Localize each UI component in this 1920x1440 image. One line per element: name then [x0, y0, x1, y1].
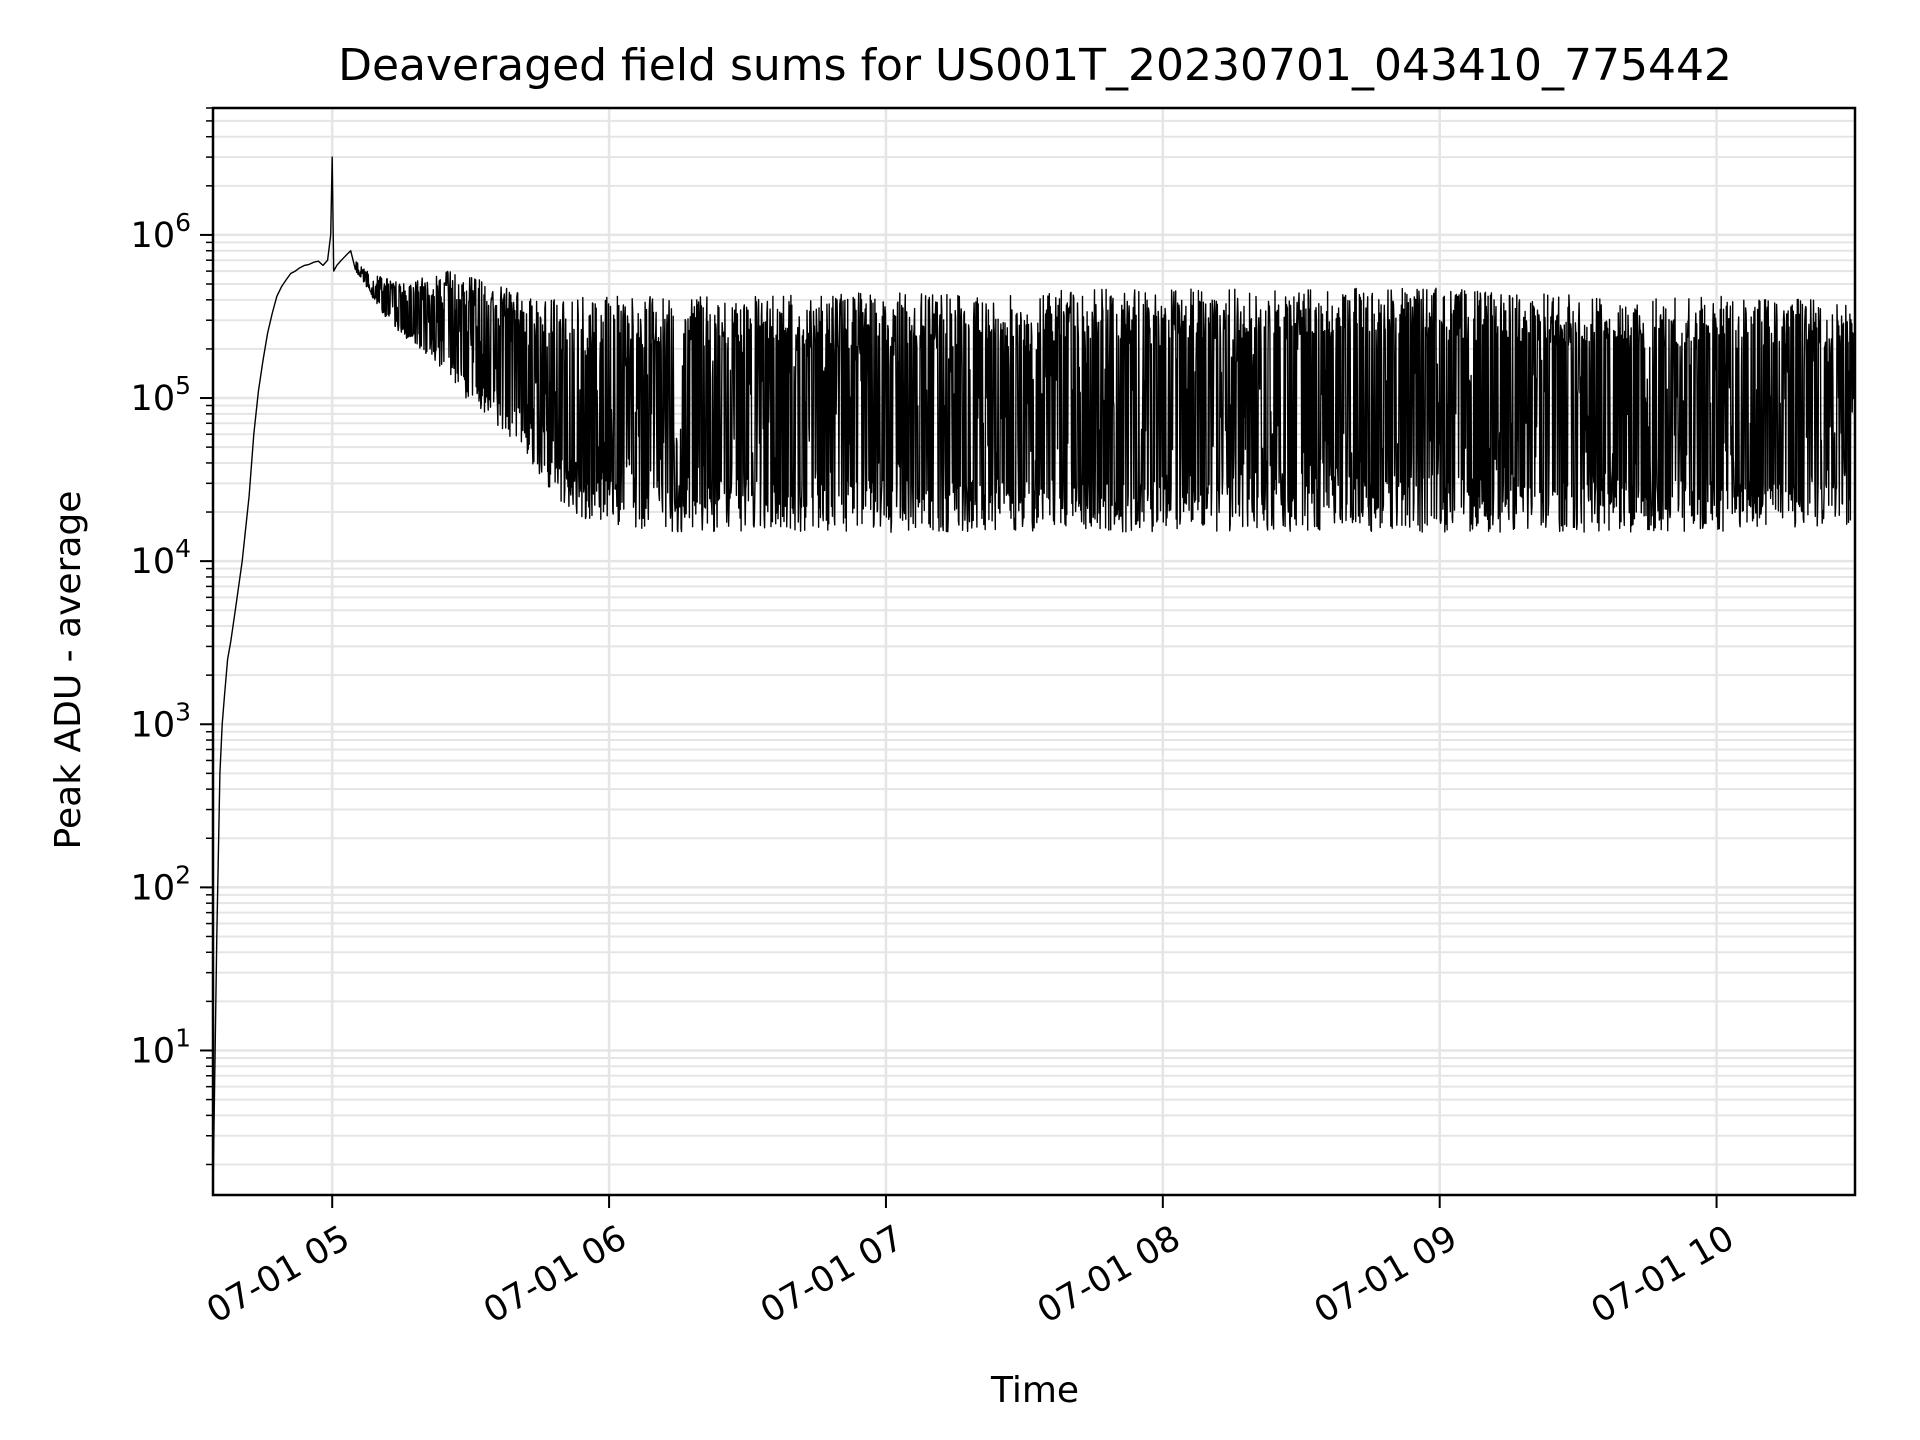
y-tick-label: 105 [131, 371, 191, 419]
x-axis-label: Time [990, 1370, 1079, 1411]
y-tick-label: 102 [131, 860, 191, 908]
y-tick-label: 103 [131, 697, 191, 745]
chart-title: Deaveraged field sums for US001T_2023070… [338, 40, 1732, 91]
y-tick-label: 106 [131, 208, 191, 256]
y-axis-label: Peak ADU - average [48, 491, 89, 850]
plot-frame [211, 106, 1857, 1197]
y-tick-label: 101 [131, 1023, 191, 1071]
y-axis-ticks: 101 102 103 104 105 106 [131, 107, 213, 1166]
series-line [213, 156, 1855, 1195]
y-tick-label: 104 [131, 534, 191, 582]
major-gridlines [213, 108, 1855, 1195]
series-layer [213, 156, 1855, 1195]
